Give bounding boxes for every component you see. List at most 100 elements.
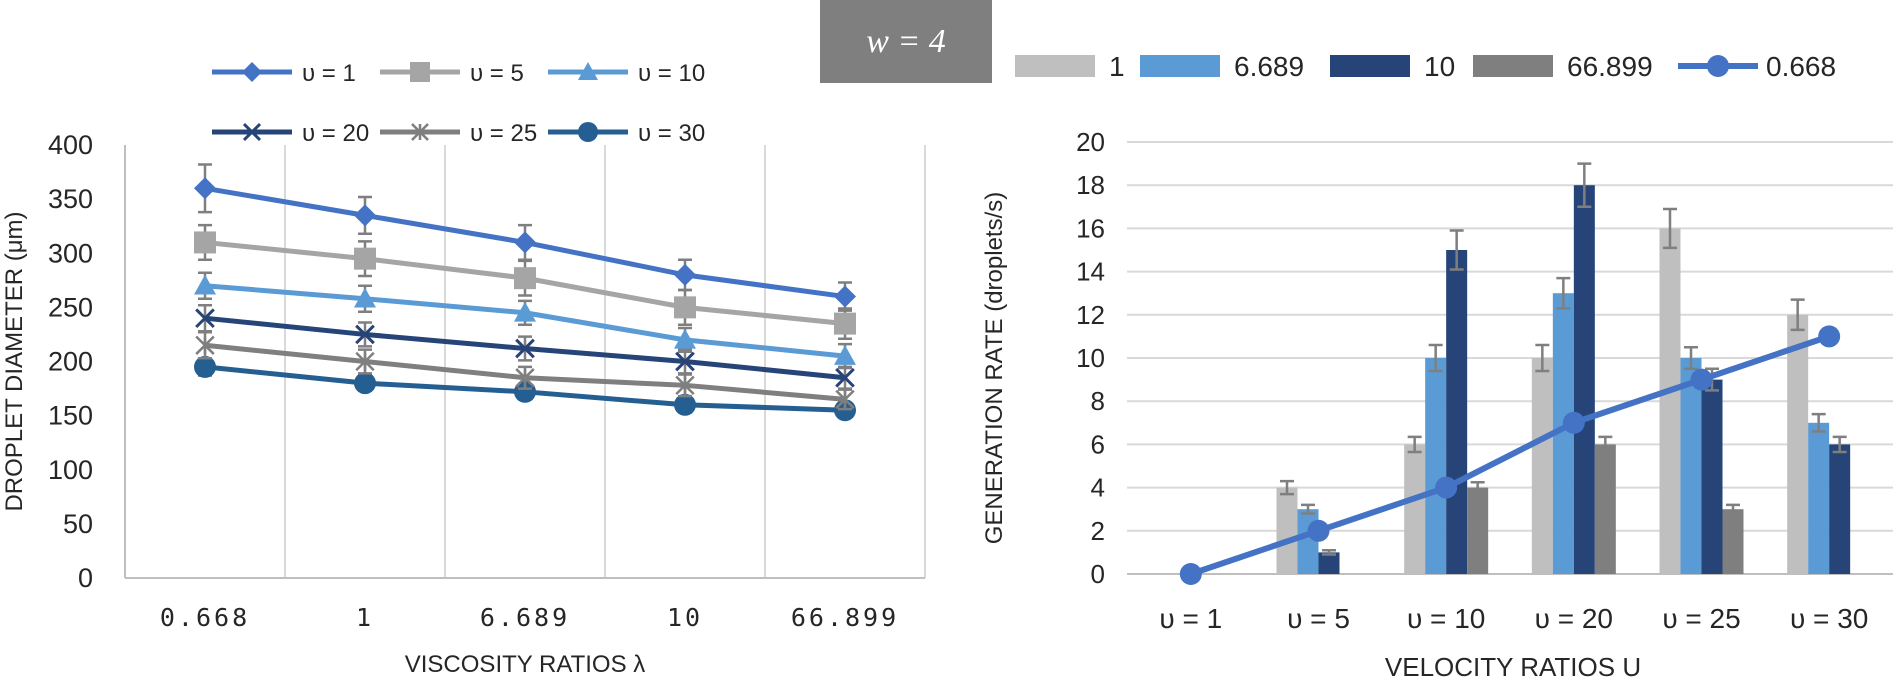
- right-bar: [1446, 250, 1468, 574]
- left-data-point: [675, 375, 695, 395]
- right-legend-label: 66.899: [1567, 51, 1653, 82]
- right-bar: [1701, 379, 1723, 574]
- right-y-tick-label: 10: [1076, 343, 1105, 373]
- right-y-tick-label: 2: [1091, 516, 1105, 546]
- left-legend-marker: [411, 123, 429, 141]
- left-legend-marker: [410, 62, 430, 82]
- right-bar: [1425, 358, 1447, 574]
- left-x-tick-label: 6.689: [480, 603, 570, 632]
- left-data-point: [355, 324, 375, 345]
- right-error-bar: [1598, 435, 1613, 454]
- right-x-tick-label: υ = 1: [1159, 603, 1222, 634]
- right-y-axis-title: GENERATION RATE (droplets/s): [981, 192, 1008, 545]
- left-data-point: [194, 177, 216, 200]
- left-legend-marker: [242, 122, 262, 142]
- right-bar: [1552, 293, 1574, 574]
- left-y-tick-label: 400: [48, 130, 93, 160]
- right-legend-label: 10: [1424, 51, 1455, 82]
- right-bar: [1722, 509, 1744, 574]
- right-x-tick-label: υ = 5: [1287, 603, 1350, 634]
- left-x-tick-label: 1: [356, 603, 374, 632]
- right-bar: [1276, 487, 1298, 574]
- right-x-tick-label: υ = 10: [1407, 603, 1485, 634]
- left-data-point: [834, 345, 856, 365]
- left-data-point: [194, 355, 216, 378]
- right-bar: [1808, 422, 1830, 574]
- right-y-tick-label: 18: [1076, 170, 1105, 200]
- right-bar: [1594, 444, 1616, 574]
- left-data-point: [354, 372, 376, 395]
- left-legend-marker: [242, 62, 262, 82]
- left-y-axis-title: DROPLET DIAMETER (μm): [1, 211, 28, 511]
- right-data-point: [1562, 411, 1585, 434]
- left-legend-marker: [578, 122, 598, 142]
- left-data-point: [194, 231, 216, 254]
- left-data-point: [515, 368, 535, 388]
- left-y-tick-label: 100: [48, 455, 93, 485]
- left-data-point: [674, 393, 696, 416]
- left-legend-label: υ = 10: [638, 60, 705, 87]
- right-data-point: [1690, 368, 1713, 391]
- right-legend-swatch: [1140, 55, 1220, 77]
- right-bar: [1659, 228, 1681, 574]
- left-data-point: [834, 312, 856, 335]
- left-data-point: [195, 335, 215, 355]
- left-data-point: [674, 328, 696, 349]
- right-error-bar: [1790, 298, 1805, 332]
- left-data-point: [195, 308, 215, 329]
- right-data-point: [1307, 519, 1330, 542]
- left-y-tick-label: 50: [63, 509, 93, 539]
- right-legend-label: 6.689: [1234, 51, 1304, 82]
- right-bar: [1531, 358, 1553, 574]
- left-data-point: [194, 274, 216, 295]
- right-data-point: [1179, 563, 1202, 585]
- left-y-tick-label: 350: [48, 184, 93, 214]
- right-error-bar: [1577, 162, 1592, 209]
- right-legend-label: 1: [1109, 51, 1125, 82]
- right-error-bar: [1663, 207, 1677, 250]
- left-legend-label: υ = 5: [470, 60, 524, 87]
- right-y-tick-label: 14: [1076, 257, 1105, 287]
- right-y-tick-label: 12: [1076, 300, 1105, 330]
- right-bar: [1318, 552, 1340, 574]
- right-error-bar: [1684, 345, 1698, 371]
- left-x-axis-title: VISCOSITY RATIOS λ: [405, 651, 646, 678]
- right-legend-swatch: [1330, 55, 1410, 77]
- right-series-line: [1189, 333, 1831, 577]
- right-error-bar: [1726, 503, 1740, 515]
- right-y-tick-label: 20: [1076, 127, 1105, 157]
- left-y-tick-label: 0: [78, 563, 93, 593]
- left-data-point: [515, 338, 535, 359]
- right-bar: [1680, 358, 1702, 574]
- right-x-tick-label: υ = 25: [1662, 603, 1740, 634]
- left-x-tick-label: 10: [667, 603, 703, 632]
- left-data-point: [354, 287, 376, 308]
- right-bar: [1787, 314, 1809, 574]
- right-bar: [1573, 185, 1595, 574]
- left-legend-label: υ = 1: [302, 60, 356, 87]
- right-error-bar: [1322, 548, 1336, 556]
- left-legend-marker: [578, 62, 598, 80]
- right-error-bar: [1832, 435, 1847, 454]
- right-error-bar: [1811, 412, 1826, 433]
- left-data-point: [674, 296, 696, 319]
- left-data-point: [514, 231, 536, 254]
- right-y-tick-label: 6: [1091, 429, 1105, 459]
- left-y-tick-label: 200: [48, 347, 93, 377]
- right-legend-label: 0.668: [1766, 51, 1836, 82]
- left-data-point: [514, 380, 536, 403]
- left-data-point: [355, 351, 375, 372]
- left-x-tick-label: 0.668: [160, 603, 250, 632]
- right-y-tick-label: 16: [1076, 213, 1105, 243]
- right-error-bar: [1535, 343, 1550, 373]
- right-legend-swatch: [1015, 55, 1095, 77]
- right-y-tick-label: 0: [1091, 559, 1105, 589]
- left-data-point: [514, 267, 536, 290]
- left-legend-label: υ = 20: [302, 120, 369, 147]
- left-data-point: [514, 301, 536, 322]
- right-error-bar: [1470, 480, 1485, 495]
- right-error-bar: [1428, 343, 1443, 373]
- left-data-point: [835, 389, 855, 410]
